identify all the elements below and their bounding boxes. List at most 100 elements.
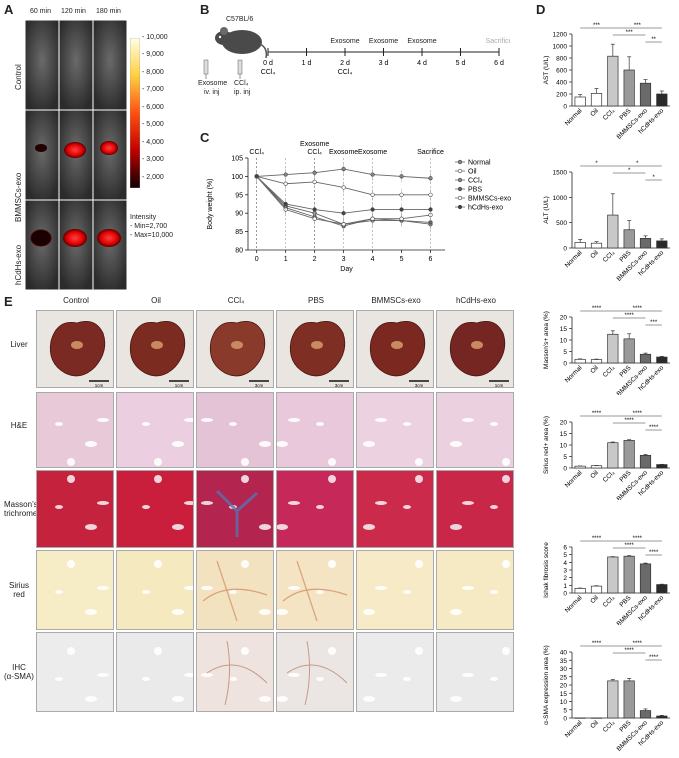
- legend-label: Normal: [468, 160, 491, 167]
- vessel: [462, 586, 474, 590]
- vessel: [67, 647, 75, 655]
- x-tick-label: 4: [371, 256, 375, 263]
- timeline-ccl4: CCl₄: [338, 69, 353, 76]
- vessel: [142, 505, 150, 509]
- timeline-event: Exosome: [369, 38, 398, 45]
- tissue-texture: [201, 475, 271, 537]
- vessel: [502, 560, 510, 568]
- ivis-signal: [30, 229, 52, 247]
- timeline-day: 4 d: [417, 60, 427, 67]
- vessel: [328, 458, 336, 466]
- x-tick-label: 3: [342, 256, 346, 263]
- panel-label-c: C: [200, 130, 210, 145]
- y-tick-label: 800: [556, 56, 567, 63]
- y-tick-label: 90: [235, 211, 243, 218]
- vessel: [67, 458, 75, 466]
- ivis-row-hcdhs: [25, 199, 127, 290]
- tissue-texture: [142, 560, 193, 615]
- data-point: [341, 166, 346, 172]
- y-tick-label: 400: [556, 80, 567, 87]
- ivis-image-grid: [25, 20, 127, 290]
- data-point: [428, 207, 433, 212]
- category-label: Oil: [589, 594, 600, 605]
- vessel: [415, 458, 423, 466]
- y-tick-label: 4: [563, 560, 567, 567]
- category-label: CCl₄: [602, 594, 617, 609]
- significance-mark: ***: [650, 320, 658, 326]
- y-axis-label: Masson’s+ area (%): [543, 311, 550, 369]
- annotation: CCl₄: [307, 149, 322, 156]
- vessel: [154, 560, 162, 568]
- y-tick-label: 600: [556, 68, 567, 75]
- intensity-label: Intensity: [130, 214, 157, 221]
- vessel: [288, 418, 300, 422]
- bar: [656, 715, 668, 719]
- bar: [623, 680, 635, 719]
- significance-mark: **: [651, 37, 656, 43]
- histology-image: [196, 550, 274, 630]
- vessel: [277, 609, 288, 615]
- y-tick-label: 5: [563, 349, 567, 356]
- vessel: [490, 505, 498, 509]
- bar: [590, 93, 603, 107]
- vessel: [55, 677, 63, 681]
- data-point: [341, 185, 346, 190]
- significance-mark: ****: [592, 536, 602, 542]
- vessel: [229, 422, 237, 426]
- significance-mark: ****: [633, 411, 643, 417]
- column-header: CCl₄: [227, 296, 245, 305]
- tissue-texture: [450, 418, 510, 466]
- vessel: [328, 475, 336, 483]
- category-label: CCl₄: [602, 364, 617, 379]
- legend-marker: [457, 186, 463, 192]
- bar: [623, 555, 635, 594]
- vessel: [462, 673, 474, 677]
- y-tick-label: 25: [560, 674, 568, 681]
- histology-image: [356, 470, 434, 548]
- vessel: [241, 475, 249, 483]
- vessel: [316, 677, 324, 681]
- significance-mark: ****: [592, 306, 602, 312]
- vessel: [316, 590, 324, 594]
- timeline-day: 6 d: [494, 60, 504, 67]
- x-tick-label: 2: [313, 256, 317, 263]
- data-point: [312, 170, 317, 175]
- annotation: Sacrifice: [417, 149, 444, 156]
- liver-photo: 3cm: [356, 310, 434, 388]
- ivis-cell: [92, 20, 127, 111]
- ivis-signal: [35, 144, 47, 152]
- time-label-60: 60 min: [30, 8, 52, 15]
- liver-shape: 3cm: [209, 320, 269, 387]
- y-tick-label: 80: [235, 248, 243, 255]
- row-header: Liver: [10, 340, 28, 349]
- liver-shape: 3cm: [289, 320, 349, 387]
- data-point: [283, 181, 288, 186]
- category-label: Oil: [589, 107, 600, 118]
- annotation: Exosome: [329, 149, 358, 156]
- significance-mark: ****: [633, 306, 643, 312]
- y-tick-label: 0: [563, 246, 567, 253]
- ivis-cell: [25, 109, 60, 201]
- y-tick-label: 1000: [553, 195, 568, 202]
- fibrosis-septa: [215, 489, 259, 537]
- tissue-texture: [363, 418, 423, 466]
- y-tick-label: 3: [563, 568, 567, 575]
- y-tick-label: 10: [560, 338, 568, 345]
- vessel: [375, 586, 387, 590]
- tissue-texture: [142, 647, 193, 702]
- timeline-day: 3 d: [379, 60, 389, 67]
- y-tick-label: 1500: [553, 170, 568, 177]
- category-label: CCl₄: [602, 107, 617, 122]
- histology-image: [276, 632, 354, 712]
- scale-bar-label: 1cm: [495, 383, 504, 388]
- vessel: [415, 560, 423, 568]
- y-axis-label: Ishak fibrosis score: [543, 542, 550, 598]
- histology-image: [436, 470, 514, 548]
- y-tick-label: 15: [560, 431, 568, 438]
- vessel: [259, 609, 271, 615]
- legend-marker: [457, 177, 463, 183]
- legend-label: Oil: [468, 169, 477, 176]
